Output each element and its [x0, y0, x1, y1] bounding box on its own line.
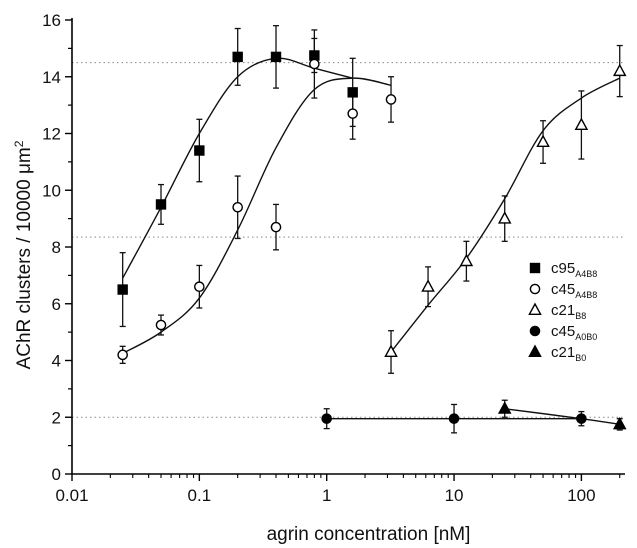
x-tick-label-4: 100	[567, 486, 595, 505]
x-tick-label-1: 0.1	[188, 486, 212, 505]
point-c21B0-1	[612, 416, 627, 430]
point-c45A4B8-2	[194, 281, 205, 293]
legend-item-c21B8: c21B8	[528, 302, 586, 321]
point-c45A4B8-4	[270, 221, 282, 233]
legend-item-c45A0B0: c45A0B0	[529, 323, 597, 342]
point-c21B8-1	[421, 279, 435, 292]
legend-marker-c21B8	[528, 302, 542, 315]
point-c45A4B8-1	[155, 319, 167, 331]
point-c21B8-4	[536, 134, 550, 148]
legend-label-c21B8: c21B8	[551, 302, 586, 321]
axes: 0 2 4 6 8 10 12 14 16 0.01 0.1 1 10 100	[42, 11, 625, 505]
point-c21B8-6	[612, 63, 627, 77]
y-tick-label-4: 8	[52, 238, 61, 257]
fit-curve-c21B0	[504, 408, 620, 426]
point-c45A0B0-0	[321, 413, 332, 424]
legend-label-c21B0: c21B0	[551, 344, 586, 363]
y-tick-label-0: 0	[52, 465, 61, 484]
point-c45A4B8-5	[309, 58, 320, 70]
fit-curves	[122, 57, 621, 426]
y-tick-label-7: 14	[42, 68, 61, 87]
point-c21B8-0	[384, 344, 398, 357]
legend-item-c21B0: c21B0	[528, 344, 586, 363]
y-tick-label-3: 6	[52, 295, 61, 314]
data-markers	[117, 50, 627, 430]
x-tick-label-3: 10	[445, 486, 464, 505]
legend-item-c95A4B8: c95A4B8	[529, 260, 597, 279]
legend-item-c45A4B8: c45A4B8	[529, 281, 597, 300]
x-axis-title: agrin concentration [nM]	[267, 524, 471, 545]
point-c45A4B8-7	[385, 94, 397, 105]
legend-marker-c21B0	[528, 344, 542, 357]
y-tick-label-1: 2	[52, 408, 61, 427]
x-tick-label-2: 1	[322, 486, 331, 505]
point-c45A0B0-2	[576, 413, 587, 424]
point-c95A4B8-3	[232, 51, 243, 63]
legend-label-c45A0B0: c45A0B0	[551, 323, 597, 342]
y-axis-title-sup: 2	[12, 140, 26, 147]
legend: c95A4B8 c45A4B8 c21B8 c45A0B0 c21B0	[528, 260, 597, 363]
y-tick-label-5: 10	[42, 181, 61, 200]
point-c21B8-5	[574, 117, 589, 130]
legend-label-c45A4B8: c45A4B8	[551, 281, 597, 300]
point-c45A4B8-3	[232, 201, 243, 213]
y-tick-label-2: 4	[52, 352, 61, 371]
point-c95A4B8-4	[270, 51, 282, 63]
point-c45A4B8-6	[347, 108, 358, 119]
error-bars	[119, 25, 623, 434]
point-c21B0-0	[497, 401, 512, 414]
legend-marker-c45A4B8	[529, 283, 541, 295]
point-c45A4B8-0	[117, 349, 128, 361]
point-c21B8-2	[459, 253, 474, 267]
legend-marker-c45A0B0	[529, 325, 541, 337]
point-c95A4B8-5	[309, 50, 320, 61]
point-c21B8-3	[497, 211, 512, 224]
fit-curve-c45A4B8	[122, 77, 392, 355]
point-c95A4B8-6	[347, 87, 358, 98]
legend-label-c95A4B8: c95A4B8	[551, 260, 597, 279]
y-axis-title: AChR clusters / 10000 μm2	[12, 140, 35, 369]
point-c95A4B8-0	[117, 284, 128, 295]
y-tick-label-6: 12	[42, 125, 61, 144]
point-c95A4B8-1	[155, 199, 167, 210]
x-tick-label-0: 0.01	[55, 486, 88, 505]
point-c95A4B8-2	[194, 145, 205, 156]
legend-marker-c95A4B8	[529, 262, 541, 274]
y-tick-label-8: 16	[42, 11, 61, 30]
y-axis-title-main: AChR clusters / 10000 μm	[14, 147, 35, 369]
point-c45A0B0-1	[448, 413, 460, 424]
fit-curve-c95A4B8	[122, 57, 353, 279]
